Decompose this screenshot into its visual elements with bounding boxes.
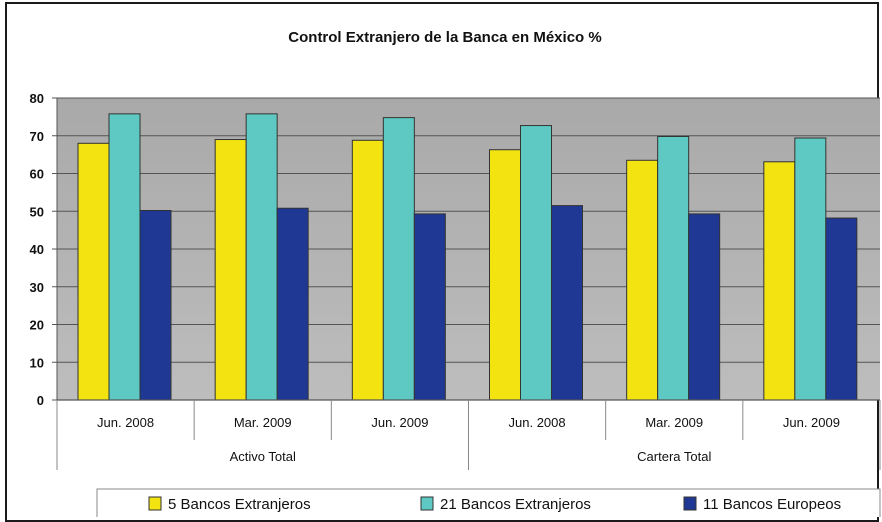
bar-1-1 <box>245 113 278 401</box>
bar-0-4 <box>626 159 659 401</box>
chart-title: Control Extranjero de la Banca en México… <box>288 29 601 46</box>
y-tick-label: 20 <box>30 318 44 333</box>
bars <box>77 113 858 401</box>
y-tick-label: 0 <box>37 393 44 408</box>
bar-1-4 <box>657 136 690 401</box>
legend-swatch <box>148 496 162 511</box>
legend-label: 21 Bancos Extranjeros <box>440 496 591 513</box>
gridlines <box>57 97 880 363</box>
bar-0-5 <box>763 161 796 401</box>
y-tick-label: 30 <box>30 280 44 295</box>
y-axis: 0 10 20 30 40 50 60 70 80 <box>30 91 58 408</box>
y-tick-label: 60 <box>30 167 44 182</box>
legend-box <box>96 488 881 517</box>
bar-1-2 <box>382 117 415 401</box>
bar-0-1 <box>214 139 247 401</box>
x-tick-label: Jun. 2009 <box>783 415 840 430</box>
bar-2-3 <box>551 205 583 401</box>
x-group-label: Cartera Total <box>637 449 711 464</box>
legend-swatch <box>420 496 434 511</box>
y-tick-label: 10 <box>30 355 44 370</box>
y-tick-label: 70 <box>30 129 44 144</box>
y-tick-label: 80 <box>30 91 44 106</box>
bar-0-0 <box>77 142 110 401</box>
x-tick-label: Jun. 2008 <box>509 415 566 430</box>
legend-label: 11 Bancos Europeos <box>703 496 841 513</box>
bar-2-1 <box>276 207 309 401</box>
bar-2-0 <box>139 209 172 401</box>
x-tick-label: Mar. 2009 <box>645 415 703 430</box>
x-group-label: Activo Total <box>230 449 296 464</box>
x-tick-label: Mar. 2009 <box>234 415 292 430</box>
bar-2-5 <box>825 217 858 401</box>
y-tick-label: 50 <box>30 204 44 219</box>
bar-1-0 <box>108 113 141 401</box>
x-axis: Jun. 2008 Mar. 2009 Jun. 2009 Jun. 2008 Mar.… <box>56 399 881 470</box>
x-tick-label: Jun. 2009 <box>371 415 428 430</box>
legend-swatch <box>683 496 697 511</box>
bar-1-3 <box>520 125 552 401</box>
y-tick-label: 40 <box>30 242 44 257</box>
x-tick-label: Jun. 2008 <box>97 415 154 430</box>
bar-1-5 <box>794 137 827 401</box>
bar-2-4 <box>688 213 721 401</box>
legend-label: 5 Bancos Extranjeros <box>168 496 311 513</box>
bar-0-2 <box>351 139 384 401</box>
legend: 5 Bancos Extranjeros 21 Bancos Extranjero… <box>96 488 881 517</box>
bar-0-3 <box>489 149 521 401</box>
bar-2-2 <box>413 213 446 401</box>
